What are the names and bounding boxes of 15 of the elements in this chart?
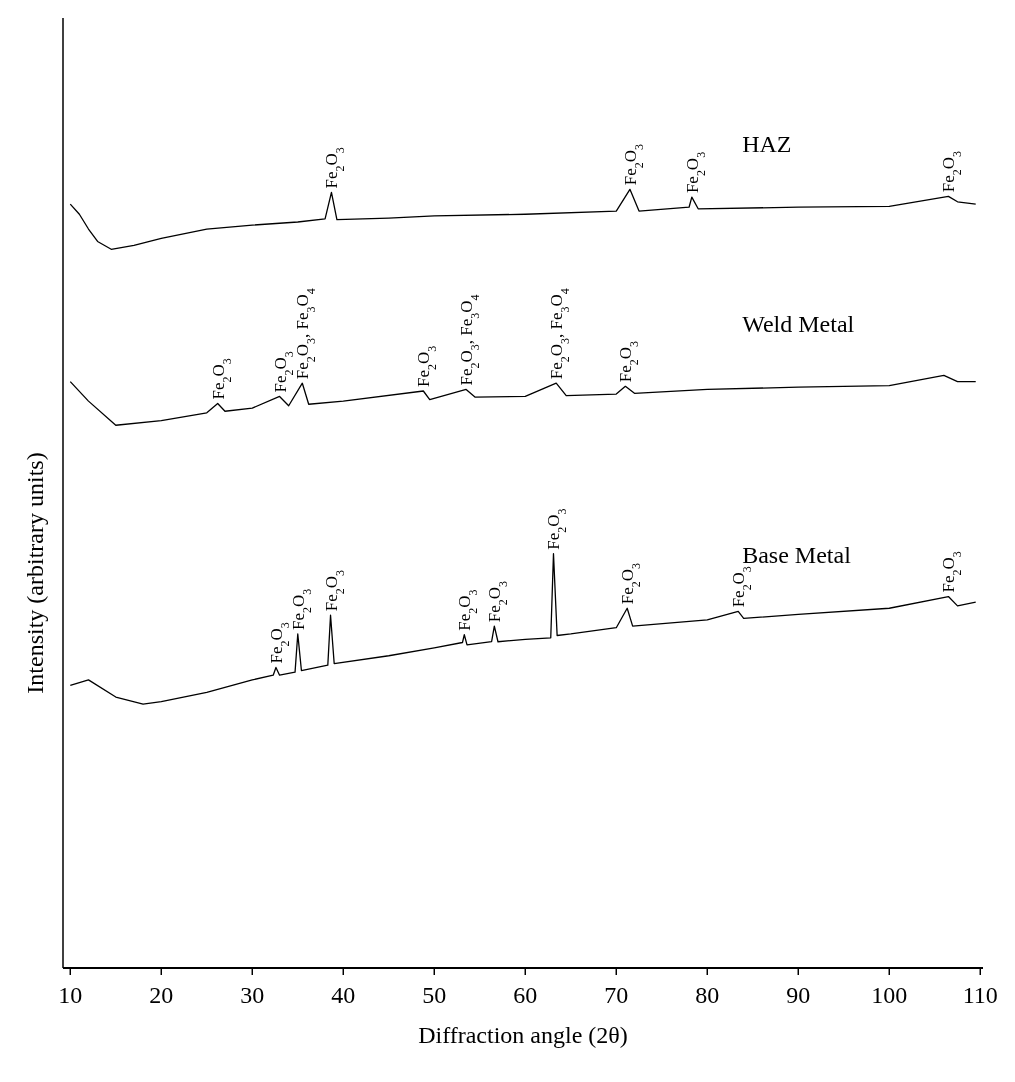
x-axis-title: Diffraction angle (2θ): [418, 1022, 628, 1048]
x-tick-label: 100: [871, 982, 908, 1008]
x-tick-label: 40: [331, 982, 356, 1008]
x-tick-label: 10: [58, 982, 83, 1008]
x-tick-label: 80: [695, 982, 720, 1008]
x-tick-label: 30: [240, 982, 265, 1008]
text: HAZ: [742, 131, 792, 158]
x-tick-label: 60: [513, 982, 538, 1008]
x-tick-label: 110: [962, 982, 998, 1008]
x-tick-label: 90: [786, 982, 811, 1008]
x-tick-label: 70: [604, 982, 629, 1008]
x-tick-label: 50: [422, 982, 447, 1008]
x-tick-label: 20: [149, 982, 174, 1008]
y-axis-title: Intensity (arbitrary units): [22, 452, 48, 694]
text: Weld Metal: [742, 311, 855, 338]
